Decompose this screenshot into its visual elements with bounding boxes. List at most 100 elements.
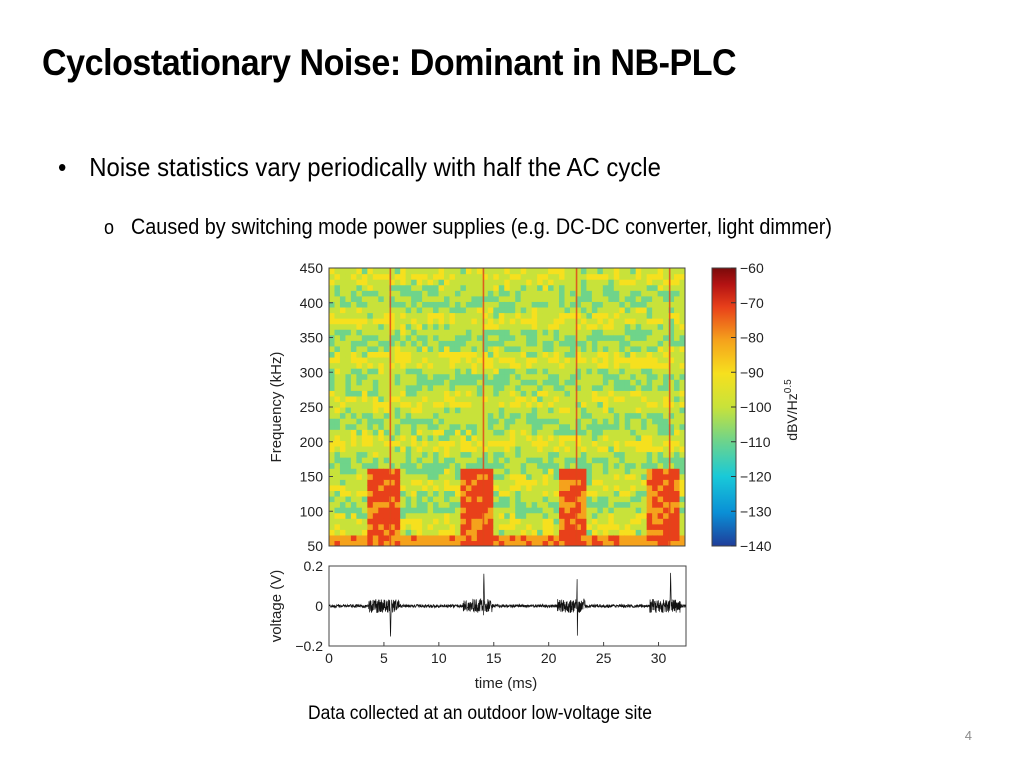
- spectrogram-cell: [515, 523, 522, 530]
- spectrogram-cell: [641, 457, 648, 464]
- spectrogram-cell: [531, 284, 538, 291]
- spectrogram-cell: [487, 390, 494, 397]
- spectrogram-cell: [378, 290, 385, 297]
- spectrogram-cell: [657, 295, 664, 302]
- spectrogram-cell: [641, 351, 648, 358]
- spectrogram-cell: [657, 490, 664, 497]
- spectrogram-cell: [383, 301, 390, 308]
- spectrogram-cell: [383, 273, 390, 280]
- spectrogram-cell: [597, 462, 604, 469]
- spectrogram-cell: [580, 445, 588, 453]
- spectrogram-cell: [487, 418, 494, 425]
- spectrogram-cell: [378, 440, 385, 447]
- spectrogram-cell: [334, 523, 341, 530]
- spectrogram-cell: [559, 512, 566, 519]
- spectrogram-cell: [372, 356, 379, 364]
- spectrogram-cell: [575, 473, 582, 480]
- spectrogram-cell: [591, 479, 598, 486]
- spectrogram-cell: [624, 368, 631, 375]
- spectrogram-cell: [334, 295, 341, 302]
- spectrogram-cell: [329, 340, 336, 347]
- spectrogram-cell: [471, 384, 478, 391]
- spectrogram-cell: [575, 384, 582, 391]
- spectrogram-cell: [427, 351, 434, 358]
- spectrogram-cell: [597, 273, 604, 280]
- spectrogram-cell: [509, 429, 516, 436]
- spectrogram-cell: [619, 501, 626, 508]
- spectrogram-cell: [449, 523, 456, 530]
- spectrogram-cell: [630, 268, 637, 275]
- spectrogram-cell: [515, 468, 522, 475]
- spectrogram-cell: [591, 423, 598, 430]
- spectrogram-cell: [372, 273, 379, 280]
- spectrogram-cell: [657, 523, 664, 530]
- spectrogram-cell: [657, 495, 664, 503]
- spectrogram-cell: [619, 518, 626, 525]
- spectrogram-cell: [580, 484, 588, 491]
- spectrogram-cell: [569, 451, 577, 458]
- spectrogram-cell: [454, 290, 462, 297]
- spectrogram-cell: [537, 468, 544, 475]
- spectrogram-cell: [663, 440, 670, 447]
- spectrogram-cell: [608, 384, 615, 391]
- spectrogram-cell: [602, 334, 609, 341]
- spectrogram-cell: [356, 273, 363, 280]
- spectrogram-cell: [427, 273, 434, 280]
- spectrogram-cell: [630, 440, 637, 447]
- spectrogram-cell: [526, 268, 533, 275]
- spectrogram-cell: [487, 457, 494, 464]
- spectrogram-cell: [630, 306, 637, 314]
- spectrogram-cell: [471, 395, 478, 403]
- spectrogram-cell: [646, 379, 653, 386]
- spectrogram-cell: [433, 368, 440, 375]
- spectrogram-cell: [597, 445, 604, 453]
- spectrogram-cell: [619, 345, 626, 352]
- spectrogram-cell: [663, 323, 670, 330]
- spectrogram-cell: [444, 495, 451, 503]
- spectrogram-cell: [652, 429, 659, 436]
- spectrogram-cell: [493, 284, 500, 291]
- spectrogram-cell: [504, 401, 511, 408]
- spectrogram-cell: [591, 512, 598, 519]
- spectrogram-cell: [334, 362, 341, 369]
- spectrogram-cell: [624, 434, 631, 441]
- spectrogram-cell: [591, 284, 598, 291]
- spectrogram-cell: [460, 268, 467, 275]
- spectrogram-cell: [476, 423, 483, 430]
- spectrogram-cell: [597, 279, 604, 286]
- spectrogram-cell: [383, 451, 390, 458]
- spectrogram-cell: [438, 395, 445, 403]
- spectrogram-cell: [465, 329, 472, 336]
- spectrogram-cell: [400, 457, 407, 464]
- spectrogram-cell: [405, 495, 412, 503]
- spectrogram-cell: [652, 279, 659, 286]
- spectrogram-cell: [465, 429, 472, 436]
- spectrogram-cell: [624, 484, 631, 491]
- spectrogram-cell: [652, 329, 659, 336]
- spectrogram-cell: [641, 462, 648, 469]
- spectrogram-cell: [444, 284, 451, 291]
- spectrogram-cell: [334, 479, 341, 486]
- spectrogram-cell: [416, 345, 423, 352]
- spectrogram-cell: [520, 429, 527, 436]
- spectrogram-cell: [597, 318, 604, 325]
- spectrogram-cell: [383, 534, 390, 542]
- spectrogram-cell: [635, 395, 642, 403]
- spectrogram-ytick-label: 400: [300, 295, 324, 311]
- spectrogram-cell: [652, 518, 659, 525]
- spectrogram-cell: [476, 407, 483, 414]
- spectrogram-cell: [394, 457, 401, 464]
- spectrogram-ytick-label: 150: [300, 469, 324, 485]
- spectrogram-cell: [553, 534, 560, 542]
- spectrogram-cell: [416, 451, 423, 458]
- spectrogram-cell: [674, 495, 681, 503]
- spectrogram-cell: [663, 484, 670, 491]
- spectrogram-cell: [438, 423, 445, 430]
- spectrogram-cell: [465, 356, 472, 364]
- spectrogram-cell: [635, 462, 642, 469]
- spectrogram-cell: [597, 540, 604, 546]
- spectrogram-cell: [674, 323, 681, 330]
- spectrogram-cell: [597, 329, 604, 336]
- spectrogram-cell: [476, 445, 483, 453]
- spectrogram-cell: [663, 362, 670, 369]
